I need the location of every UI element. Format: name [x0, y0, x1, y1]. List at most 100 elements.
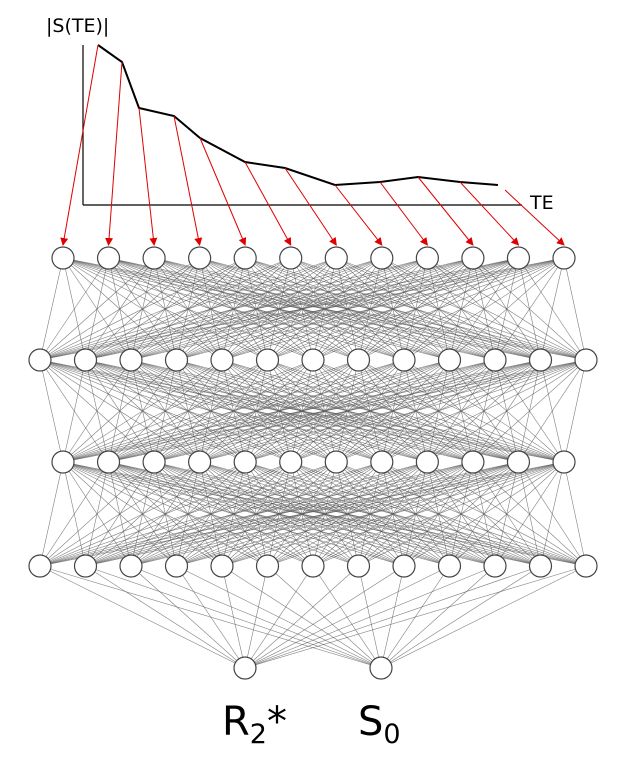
neuron — [552, 450, 576, 474]
connection — [39, 461, 64, 567]
connection — [245, 359, 587, 463]
neuron — [279, 450, 303, 474]
neuron — [324, 246, 348, 270]
neuron — [574, 348, 598, 372]
connection — [62, 359, 496, 463]
connection — [39, 257, 519, 361]
signal-plot: |S(TE)| TE — [46, 15, 554, 214]
connection — [39, 461, 565, 567]
neuron — [437, 554, 462, 578]
connection — [267, 461, 565, 567]
arrow — [504, 189, 565, 246]
output-label-r2: R2* — [222, 699, 287, 750]
connection — [39, 461, 428, 567]
signal-curve — [97, 44, 499, 187]
x-axis-label: TE — [529, 192, 554, 214]
neuron — [461, 450, 485, 474]
connection — [62, 359, 223, 463]
connection — [39, 461, 246, 567]
neuron — [324, 450, 348, 474]
connection — [39, 257, 109, 361]
connection — [39, 257, 382, 361]
output-label-s0: S0 — [358, 699, 401, 750]
connection — [472, 359, 587, 463]
neuron — [188, 246, 212, 270]
neuron — [233, 450, 257, 474]
connection — [39, 461, 337, 567]
connection — [244, 565, 450, 669]
connection — [39, 565, 246, 669]
nodes — [28, 246, 598, 680]
connection — [336, 359, 587, 463]
connection — [358, 461, 565, 567]
connection — [62, 359, 450, 463]
neuron — [346, 554, 371, 578]
arrow — [417, 176, 474, 246]
connection — [563, 461, 587, 567]
connection — [494, 461, 565, 567]
connection — [39, 461, 155, 567]
neuron — [528, 554, 553, 578]
connection — [403, 257, 565, 361]
neuron — [279, 246, 303, 270]
neuron — [370, 450, 394, 474]
neuron — [369, 656, 393, 680]
neuron — [461, 246, 485, 270]
connection — [176, 565, 246, 669]
neuron — [574, 554, 598, 578]
neuron — [233, 246, 257, 270]
connection — [39, 359, 64, 463]
connection — [380, 565, 541, 669]
connection — [130, 461, 565, 567]
neuron — [210, 554, 234, 578]
connection — [39, 257, 565, 361]
neuron — [255, 554, 280, 578]
connection — [62, 359, 587, 463]
arrow — [284, 167, 337, 246]
neuron — [346, 348, 371, 372]
connection — [39, 461, 109, 567]
connection — [267, 257, 565, 361]
connection — [154, 359, 587, 463]
connection — [244, 565, 541, 669]
connection — [39, 461, 291, 567]
connection — [563, 359, 587, 463]
connection — [39, 257, 200, 361]
arrow — [138, 107, 158, 246]
connection — [39, 461, 200, 567]
connection — [62, 359, 314, 463]
neuron — [392, 554, 416, 578]
connection — [563, 257, 587, 361]
connection — [449, 257, 565, 361]
arrow — [379, 181, 428, 246]
arrow — [173, 115, 203, 246]
connection — [39, 461, 473, 567]
connection — [39, 257, 291, 361]
neuron — [28, 348, 52, 372]
connection — [449, 461, 565, 567]
connection — [85, 565, 246, 669]
neuron — [142, 246, 166, 270]
arrow — [459, 181, 520, 246]
connection — [62, 359, 405, 463]
connection — [403, 461, 565, 567]
neuron — [552, 246, 576, 270]
neuron — [51, 246, 75, 270]
connection — [540, 461, 565, 567]
neuron — [28, 554, 52, 578]
subscript: 2 — [250, 719, 267, 750]
connection — [380, 565, 587, 669]
connection — [244, 565, 405, 669]
connection — [244, 565, 314, 669]
arrow — [244, 161, 292, 246]
connection — [62, 359, 359, 463]
neuron — [415, 450, 439, 474]
connection — [380, 565, 496, 669]
neuron — [119, 348, 143, 372]
connection — [39, 257, 246, 361]
connection — [85, 257, 565, 361]
neuron — [210, 348, 234, 372]
connection — [312, 461, 565, 567]
symbol: S — [358, 699, 383, 745]
neuron — [119, 554, 143, 578]
